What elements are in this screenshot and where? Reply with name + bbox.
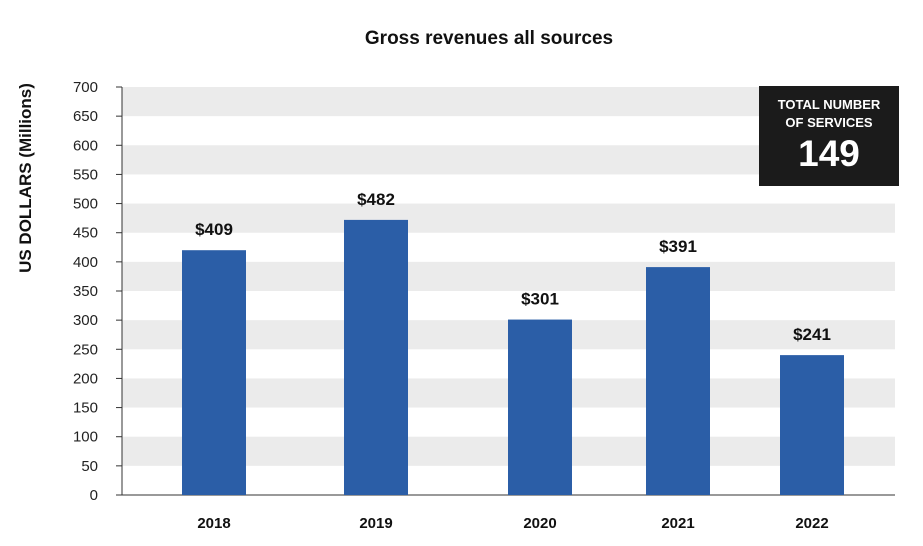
bar bbox=[182, 250, 246, 495]
data-label: $301 bbox=[521, 290, 559, 309]
y-tick-label: 350 bbox=[73, 283, 98, 300]
y-tick-label: 700 bbox=[73, 79, 98, 96]
y-tick-label: 100 bbox=[73, 429, 98, 446]
x-tick-label: 2019 bbox=[359, 515, 392, 532]
bar bbox=[646, 267, 710, 495]
data-label: $241 bbox=[793, 325, 831, 344]
y-tick-label: 150 bbox=[73, 400, 98, 417]
y-tick-label: 300 bbox=[73, 312, 98, 329]
data-label: $391 bbox=[659, 237, 697, 256]
x-tick-label: 2021 bbox=[661, 515, 694, 532]
grid-band bbox=[122, 203, 895, 233]
y-tick-label: 650 bbox=[73, 108, 98, 125]
y-tick-label: 550 bbox=[73, 166, 98, 183]
bar bbox=[780, 355, 844, 495]
y-tick-label: 450 bbox=[73, 225, 98, 242]
y-tick-label: 250 bbox=[73, 341, 98, 358]
x-tick-label: 2018 bbox=[197, 515, 230, 532]
bar bbox=[508, 319, 572, 495]
y-tick-label: 500 bbox=[73, 196, 98, 213]
callout-label-line2: OF SERVICES bbox=[785, 115, 873, 130]
y-tick-label: 0 bbox=[90, 487, 98, 504]
total-services-callout: TOTAL NUMBER OF SERVICES 149 bbox=[759, 86, 899, 186]
y-tick-label: 50 bbox=[81, 458, 98, 475]
bar bbox=[344, 219, 408, 496]
data-label: $409 bbox=[195, 220, 233, 239]
grid-band bbox=[122, 261, 895, 291]
x-tick-label: 2020 bbox=[523, 515, 556, 532]
data-label: $482 bbox=[357, 190, 395, 209]
y-tick-label: 200 bbox=[73, 370, 98, 387]
chart-title: Gross revenues all sources bbox=[364, 28, 614, 49]
callout-value: 149 bbox=[798, 133, 860, 174]
callout-label: TOTAL NUMBER OF SERVICES bbox=[759, 96, 899, 132]
y-tick-label: 600 bbox=[73, 137, 98, 154]
callout-label-line1: TOTAL NUMBER bbox=[777, 97, 881, 112]
x-tick-label: 2022 bbox=[795, 515, 828, 532]
y-tick-label: 400 bbox=[73, 254, 98, 271]
